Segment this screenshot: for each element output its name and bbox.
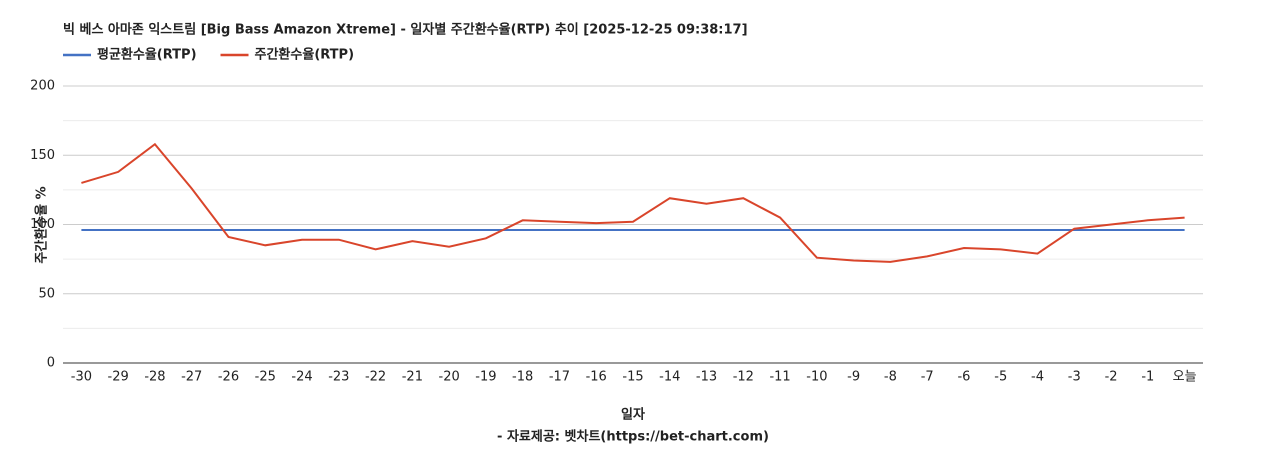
x-tick-label: -21 xyxy=(402,370,423,385)
source-note: - 자료제공: 벳차트(https://bet-chart.com) xyxy=(497,429,769,445)
x-tick-label: -13 xyxy=(696,370,717,385)
x-tick-label: -24 xyxy=(291,370,312,385)
x-tick-label: -14 xyxy=(659,370,680,385)
x-tick-label: -12 xyxy=(733,370,754,385)
x-tick-label: -19 xyxy=(475,370,496,385)
x-tick-label: -27 xyxy=(181,370,202,385)
x-tick-label: -18 xyxy=(512,370,533,385)
x-tick-label: -22 xyxy=(365,370,386,385)
x-tick-label: -4 xyxy=(1031,370,1044,385)
legend-label: 주간환수율(RTP) xyxy=(255,47,355,63)
y-tick-label: 0 xyxy=(47,356,55,371)
x-tick-label: -1 xyxy=(1141,370,1154,385)
x-tick-label: -28 xyxy=(144,370,165,385)
x-tick-label: -7 xyxy=(921,370,934,385)
y-tick-label: 150 xyxy=(30,148,55,163)
x-tick-label: -10 xyxy=(806,370,827,385)
x-tick-label: -26 xyxy=(218,370,239,385)
x-tick-label: -11 xyxy=(769,370,790,385)
y-tick-label: 50 xyxy=(38,286,55,301)
x-tick-label: -3 xyxy=(1068,370,1081,385)
x-tick-label: 오늘 xyxy=(1173,370,1197,385)
x-tick-label: -20 xyxy=(439,370,460,385)
x-tick-label: -5 xyxy=(994,370,1007,385)
y-tick-label: 100 xyxy=(30,217,55,232)
x-tick-label: -23 xyxy=(328,370,349,385)
x-tick-label: -6 xyxy=(957,370,970,385)
y-tick-label: 200 xyxy=(30,79,55,94)
chart-title: 빅 베스 아마존 익스트림 [Big Bass Amazon Xtreme] -… xyxy=(63,22,748,38)
x-axis-label: 일자 xyxy=(621,408,645,423)
x-tick-label: -16 xyxy=(586,370,607,385)
x-tick-label: -17 xyxy=(549,370,570,385)
legend-label: 평균환수율(RTP) xyxy=(97,47,197,63)
y-axis-label: 주간환수율 % xyxy=(34,186,50,263)
series-line xyxy=(81,142,1185,263)
x-tick-label: -8 xyxy=(884,370,897,385)
x-tick-label: -15 xyxy=(622,370,643,385)
x-tick-label: -9 xyxy=(847,370,860,385)
x-tick-label: -25 xyxy=(255,370,276,385)
x-tick-label: -29 xyxy=(108,370,129,385)
x-tick-label: -2 xyxy=(1105,370,1118,385)
x-tick-label: -30 xyxy=(71,370,92,385)
